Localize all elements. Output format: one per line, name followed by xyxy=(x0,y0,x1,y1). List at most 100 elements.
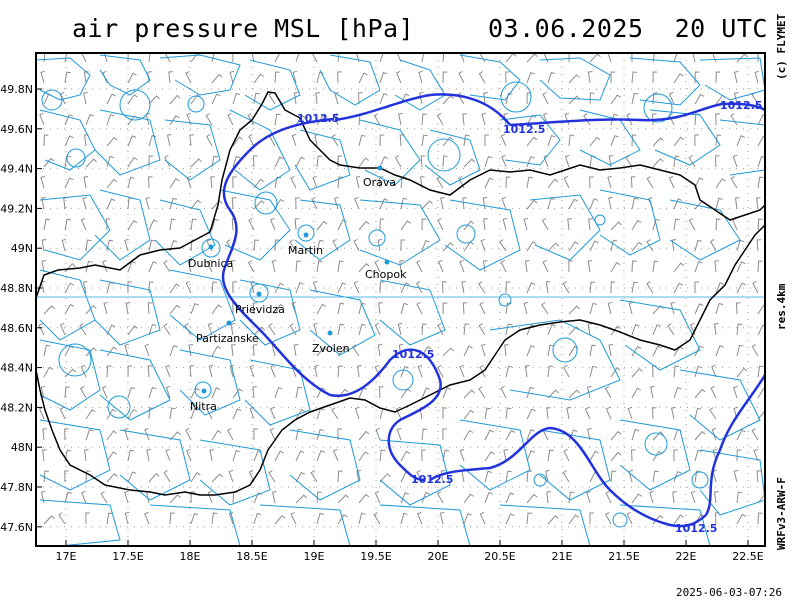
wind-barb-icon xyxy=(295,115,306,126)
wind-barb-icon xyxy=(379,93,388,105)
wind-barb-icon xyxy=(58,512,66,525)
wind-barb-icon xyxy=(64,71,71,84)
wind-barb-icon xyxy=(568,389,580,399)
wind-barb-icon xyxy=(526,72,535,84)
wind-barb-icon xyxy=(646,176,654,189)
wind-barb-icon xyxy=(148,472,160,483)
wind-barb-icon xyxy=(253,73,265,84)
wind-barb-icon xyxy=(673,198,683,210)
wind-barb-icon xyxy=(316,155,323,168)
wind-barb-icon xyxy=(232,136,243,147)
wind-barb-icon xyxy=(295,450,305,462)
wind-barb-icon xyxy=(274,156,284,168)
isobar-label: 1012.5 xyxy=(720,99,762,112)
wind-barb-icon xyxy=(421,387,431,399)
wind-barb-icon xyxy=(416,280,423,294)
wind-barb-icon xyxy=(64,303,75,315)
wind-barb-icon xyxy=(673,282,684,294)
wind-barb-icon xyxy=(694,93,705,105)
wind-barb-icon xyxy=(395,406,402,420)
wind-barb-icon xyxy=(715,134,722,147)
wind-barb-icon xyxy=(358,512,366,525)
wind-barb-icon xyxy=(605,490,612,504)
wind-barb-icon xyxy=(400,239,406,252)
wind-barb-icon xyxy=(163,470,171,483)
wind-barb-icon xyxy=(442,407,447,419)
wind-barb-icon xyxy=(251,53,255,63)
wind-barb-icon xyxy=(400,512,408,525)
wind-barb-icon xyxy=(505,323,513,336)
wind-barb-icon xyxy=(652,137,664,147)
wind-barb-icon xyxy=(354,406,360,420)
wind-barb-icon xyxy=(232,281,237,294)
wind-barb-icon xyxy=(547,134,556,147)
wind-barb-icon xyxy=(421,134,428,147)
wind-barb-icon xyxy=(589,136,601,147)
wind-barb-icon xyxy=(148,323,157,336)
wind-barb-icon xyxy=(83,71,89,84)
wind-barb-icon xyxy=(501,154,507,168)
wind-barb-icon xyxy=(736,449,742,462)
wind-barb-icon xyxy=(169,115,180,126)
wind-barb-icon xyxy=(526,92,532,105)
wind-barb-icon xyxy=(144,343,150,357)
wind-barb-icon xyxy=(229,364,235,378)
wind-barb-icon xyxy=(211,73,223,84)
wind-barb-icon xyxy=(83,176,89,189)
wind-barb-icon xyxy=(82,196,88,210)
wind-barb-icon xyxy=(588,218,593,231)
wind-barb-icon xyxy=(650,385,655,399)
wind-barb-icon xyxy=(168,71,173,84)
wind-barb-icon xyxy=(357,92,363,105)
wind-barb-icon xyxy=(484,429,494,441)
wind-barb-icon xyxy=(670,301,676,315)
isobar-label: 1012.5 xyxy=(411,473,453,486)
wind-barb-icon xyxy=(610,71,616,84)
wind-barb-icon xyxy=(500,259,507,273)
wind-barb-icon xyxy=(211,512,218,525)
wind-barb-icon xyxy=(375,427,381,441)
wind-barb-icon xyxy=(568,326,580,336)
wind-barb-icon xyxy=(568,491,575,504)
wind-barb-icon xyxy=(293,92,299,105)
wind-barb-icon xyxy=(333,112,339,126)
wind-barb-icon xyxy=(190,53,201,63)
wind-barb-icon xyxy=(610,239,618,252)
wind-barb-icon xyxy=(438,259,444,273)
wind-barb-icon xyxy=(313,322,318,336)
wind-barb-icon xyxy=(337,347,349,357)
wind-barb-icon xyxy=(440,470,446,483)
wind-barb-icon xyxy=(210,176,215,189)
wind-barb-icon xyxy=(228,469,234,483)
wind-barb-icon xyxy=(505,92,513,105)
wind-barb-icon xyxy=(185,427,192,441)
wind-barb-icon xyxy=(715,71,721,84)
wind-barb-icon xyxy=(735,302,741,315)
wind-barb-icon xyxy=(607,53,612,63)
isobar-label: 1012.5 xyxy=(675,522,717,535)
wind-barb-icon xyxy=(505,176,511,189)
wind-barb-icon xyxy=(106,365,112,378)
wind-barb-icon xyxy=(106,113,115,126)
wind-barb-icon xyxy=(169,178,180,189)
wind-barb-icon xyxy=(206,133,213,147)
isobars xyxy=(221,93,765,528)
wind-barb-icon xyxy=(106,472,118,483)
wind-barb-icon xyxy=(608,155,614,168)
wind-barb-icon xyxy=(694,134,699,147)
wind-barb-icon xyxy=(379,156,389,168)
wind-barb-icon xyxy=(41,260,46,273)
wind-barb-icon xyxy=(312,280,318,294)
wind-barb-icon xyxy=(206,259,213,273)
wind-barb-icon xyxy=(610,325,622,336)
wind-barb-icon xyxy=(127,281,132,293)
wind-barb-icon xyxy=(442,53,445,63)
y-tick-label: 49.2N xyxy=(0,202,33,215)
wind-barb-icon xyxy=(40,70,46,84)
wind-barb-icon xyxy=(631,219,642,231)
wind-barb-icon xyxy=(526,512,533,525)
wind-barb-icon xyxy=(526,282,536,294)
wind-barb-icon xyxy=(316,346,328,357)
wind-barb-icon xyxy=(43,366,54,378)
wind-barb-icon xyxy=(484,177,494,189)
